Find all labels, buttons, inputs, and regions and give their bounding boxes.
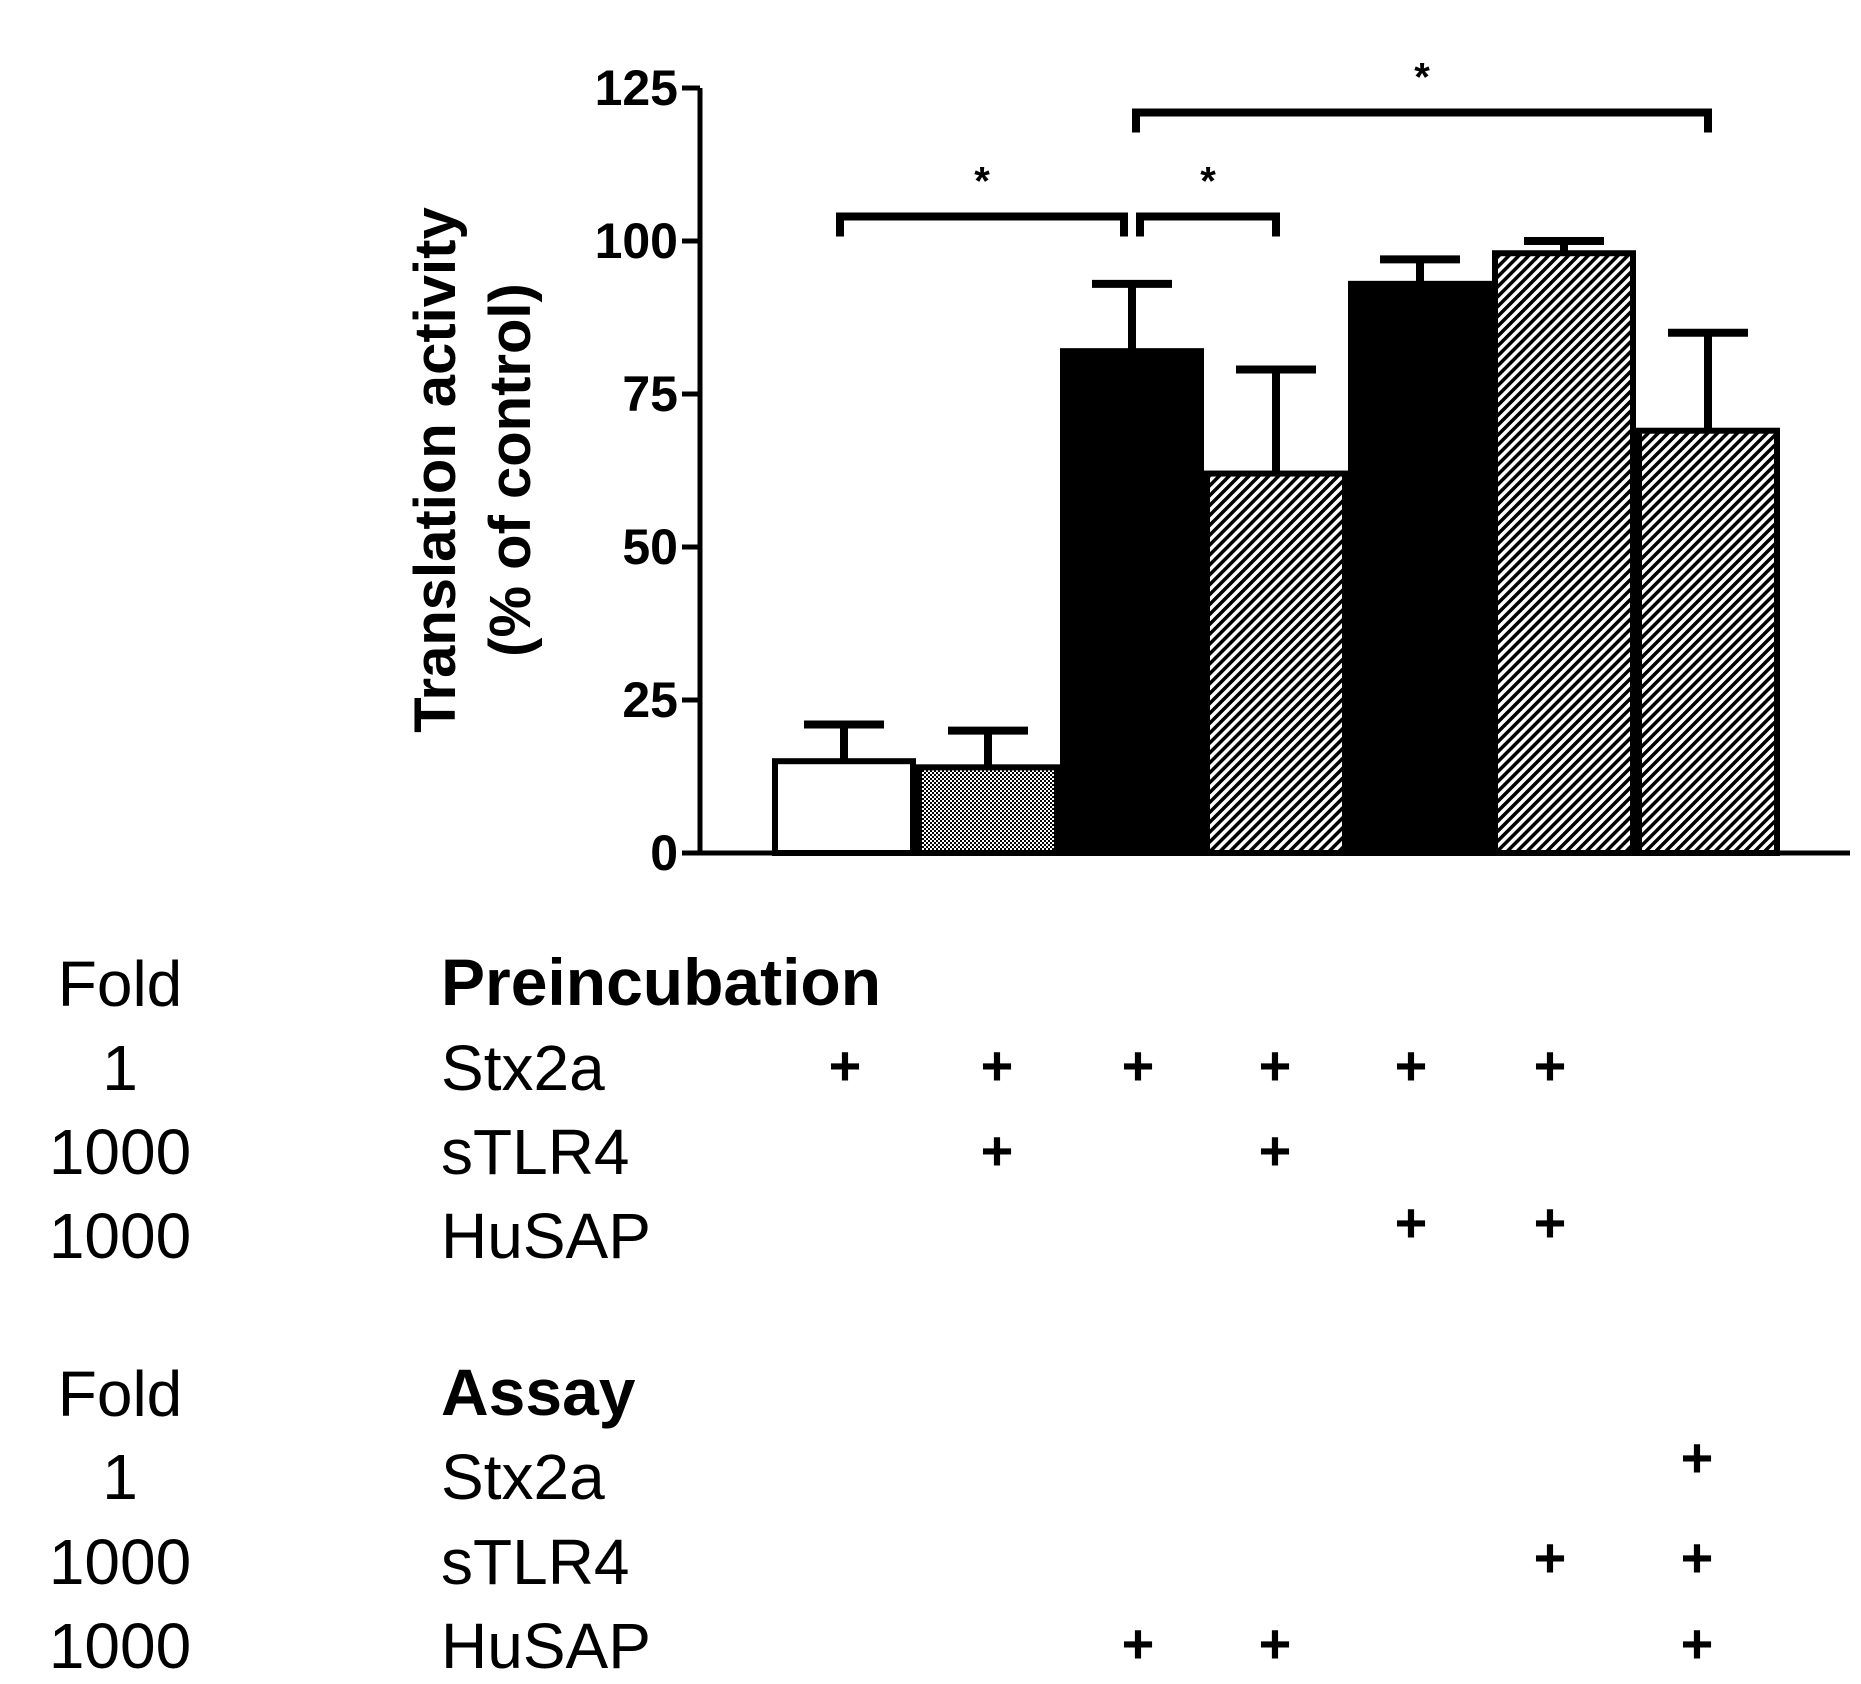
axes: 0 25 50 75 100 125 xyxy=(595,60,1850,881)
fold-header-preincubation: Fold xyxy=(57,948,183,1020)
preincubation-mark: + xyxy=(1394,1191,1428,1254)
y-axis-label-line2: (% of control) xyxy=(478,283,543,657)
preincubation-label-stlr4: sTLR4 xyxy=(441,1116,630,1188)
preincubation-mark: + xyxy=(828,1034,862,1097)
bar xyxy=(1348,280,1492,856)
preincubation-fold-stlr4: 1000 xyxy=(48,1116,192,1188)
preincubation-fold-stx2a: 1 xyxy=(102,1032,138,1104)
y-tick-label: 25 xyxy=(622,672,678,728)
assay-fold-husap: 1000 xyxy=(48,1610,192,1682)
assay-label-stlr4: sTLR4 xyxy=(441,1526,630,1598)
preincubation-mark: + xyxy=(1258,1119,1292,1182)
bars xyxy=(772,237,1780,857)
significance-label: * xyxy=(1200,160,1216,204)
y-tick-label: 50 xyxy=(622,519,678,575)
preincubation-label-husap: HuSAP xyxy=(441,1200,651,1272)
significance-bracket xyxy=(1132,108,1712,133)
significance-bracket xyxy=(1136,212,1280,237)
bar xyxy=(1060,348,1204,856)
bar xyxy=(1492,250,1636,857)
y-axis-label-line1: Translation activity xyxy=(403,207,468,732)
preincubation-mark: + xyxy=(1258,1034,1292,1097)
y-tick-label: 100 xyxy=(595,213,678,269)
bar xyxy=(1204,470,1348,856)
preincubation-mark: + xyxy=(1533,1191,1567,1254)
assay-mark: + xyxy=(1121,1612,1155,1675)
assay-mark: + xyxy=(1533,1526,1567,1589)
assay-mark: + xyxy=(1680,1526,1714,1589)
bar xyxy=(916,764,1060,857)
significance-brackets: * * * xyxy=(836,55,1712,237)
y-axis-label: Translation activity (% of control) xyxy=(403,207,543,732)
bar xyxy=(772,758,916,857)
significance-bracket xyxy=(836,212,1128,237)
assay-mark: + xyxy=(1680,1612,1714,1675)
significance-label: * xyxy=(974,160,990,204)
preincubation-mark: + xyxy=(1533,1034,1567,1097)
preincubation-mark: + xyxy=(980,1119,1014,1182)
assay-fold-stx2a: 1 xyxy=(102,1441,138,1513)
significance-label: * xyxy=(1414,55,1430,99)
assay-fold-stlr4: 1000 xyxy=(48,1526,192,1598)
y-tick-label: 75 xyxy=(622,366,678,422)
preincubation-mark: + xyxy=(980,1034,1014,1097)
assay-title: Assay xyxy=(441,1355,636,1429)
preincubation-label-stx2a: Stx2a xyxy=(441,1032,605,1104)
bar xyxy=(1636,427,1780,856)
y-tick-label: 125 xyxy=(595,60,678,116)
fold-header-assay: Fold xyxy=(57,1358,183,1430)
assay-label-husap: HuSAP xyxy=(441,1610,651,1682)
preincubation-mark: + xyxy=(1121,1034,1155,1097)
assay-mark: + xyxy=(1258,1612,1292,1675)
y-tick-label: 0 xyxy=(650,825,678,881)
assay-label-stx2a: Stx2a xyxy=(441,1441,605,1513)
treatment-table: Fold Preincubation 1 Stx2a 1000 sTLR4 10… xyxy=(0,930,1861,1684)
preincubation-mark: + xyxy=(1394,1034,1428,1097)
preincubation-fold-husap: 1000 xyxy=(48,1200,192,1272)
bar-chart: 0 25 50 75 100 125 * * * Translation activity (… xyxy=(403,55,1850,881)
preincubation-title: Preincubation xyxy=(441,945,882,1019)
assay-mark: + xyxy=(1680,1426,1714,1489)
